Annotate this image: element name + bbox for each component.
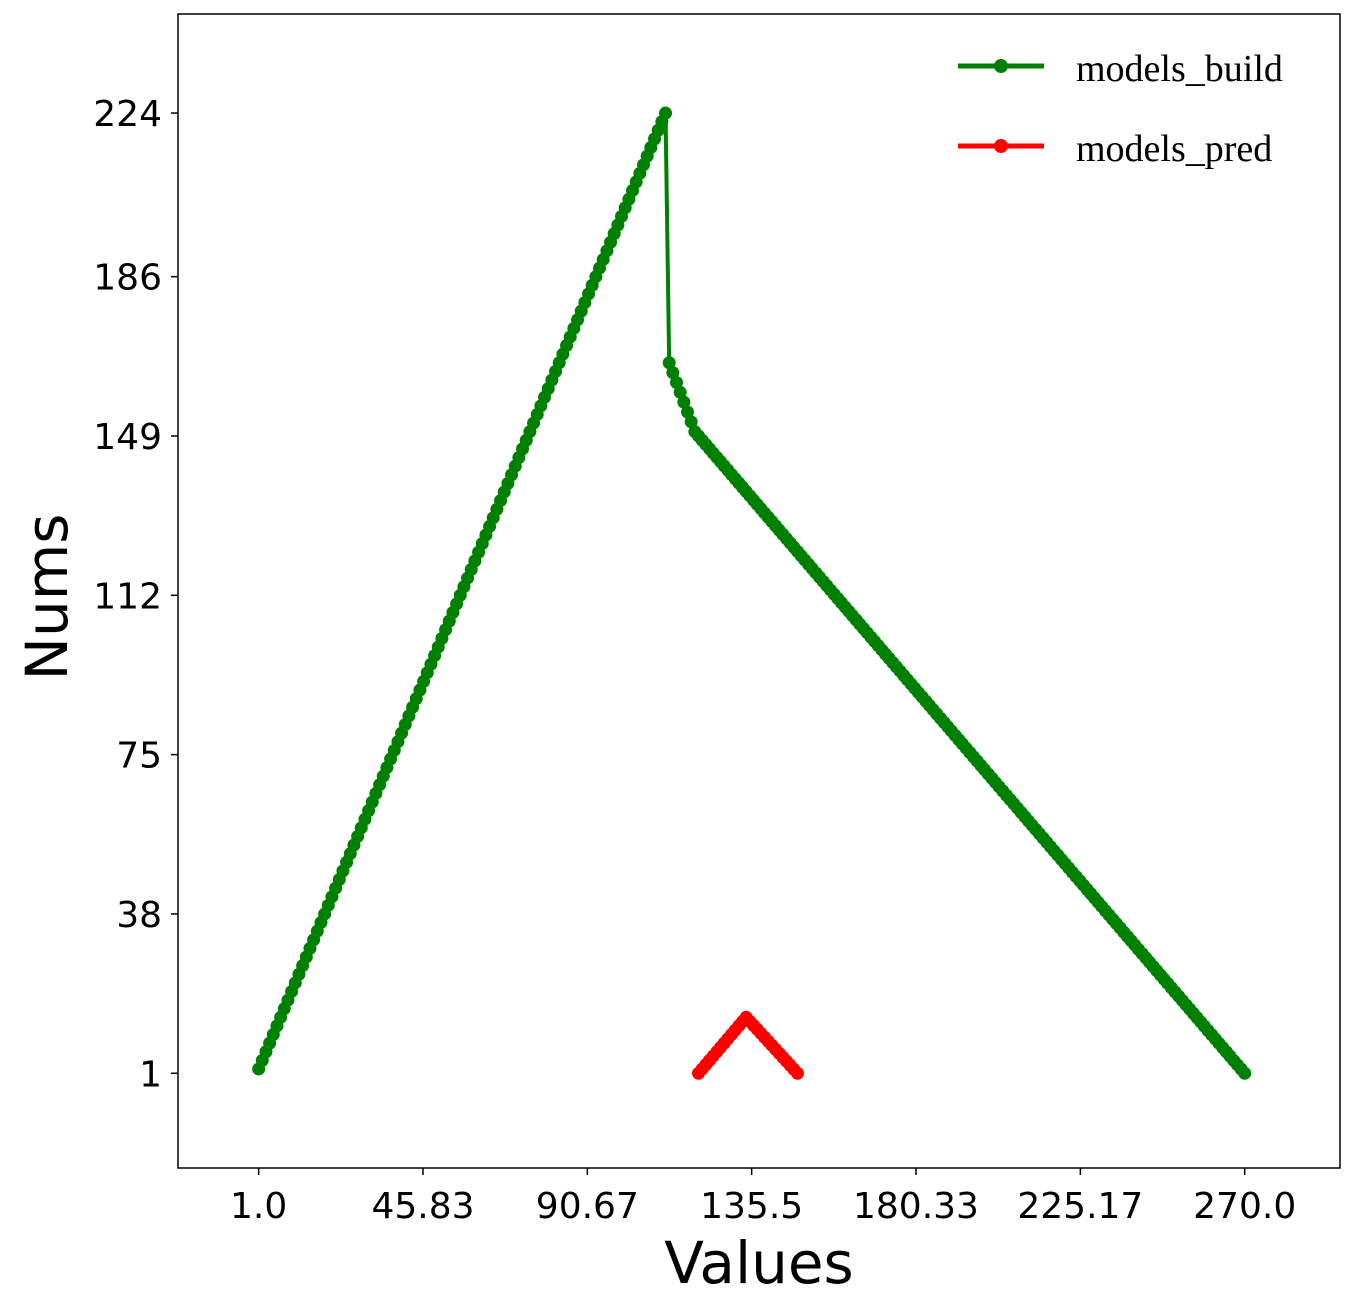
y-tick-label: 38 xyxy=(116,895,162,936)
plot-frame xyxy=(177,13,1341,1169)
x-tick-label: 135.5 xyxy=(700,1186,803,1227)
data-point xyxy=(670,375,684,389)
legend: models_build models_pred xyxy=(958,48,1283,170)
y-tick-label: 149 xyxy=(93,417,162,458)
legend-label: models_build xyxy=(1076,48,1283,90)
x-tick-label: 225.17 xyxy=(1017,1186,1143,1227)
x-tick-label: 1.0 xyxy=(230,1186,287,1227)
x-tick-label: 180.33 xyxy=(853,1186,979,1227)
x-axis-title: Values xyxy=(664,1229,854,1297)
data-point xyxy=(684,415,698,429)
legend-swatch-marker xyxy=(994,59,1008,73)
legend-entry: models_build xyxy=(958,48,1283,90)
legend-swatch-marker xyxy=(994,139,1008,153)
data-point xyxy=(681,405,695,419)
data-point xyxy=(677,395,691,409)
y-tick-label: 75 xyxy=(116,736,162,777)
y-axis-ticks: 1 38 75 112 149 186 224 xyxy=(93,94,178,1095)
y-tick-label: 224 xyxy=(93,94,162,135)
series-models_build xyxy=(252,106,1252,1080)
data-point xyxy=(1238,1066,1252,1080)
series-layer xyxy=(252,106,1252,1080)
x-axis-ticks: 1.0 45.83 90.67 135.5 180.33 225.17 270.0 xyxy=(230,1168,1296,1227)
data-point xyxy=(659,106,673,120)
y-axis-title: Nums xyxy=(13,514,81,681)
data-point xyxy=(673,385,687,399)
legend-label: models_pred xyxy=(1076,128,1272,170)
data-point xyxy=(666,366,680,380)
x-tick-label: 270.0 xyxy=(1193,1186,1296,1227)
data-point xyxy=(790,1066,804,1080)
data-point xyxy=(662,356,676,370)
y-tick-label: 1 xyxy=(139,1054,162,1095)
x-tick-label: 45.83 xyxy=(371,1186,474,1227)
legend-entry: models_pred xyxy=(958,128,1272,170)
series-models_pred xyxy=(692,1010,804,1080)
y-tick-label: 112 xyxy=(93,576,162,617)
series-line xyxy=(256,111,1247,1075)
x-tick-label: 90.67 xyxy=(536,1186,639,1227)
y-tick-label: 186 xyxy=(93,258,162,299)
